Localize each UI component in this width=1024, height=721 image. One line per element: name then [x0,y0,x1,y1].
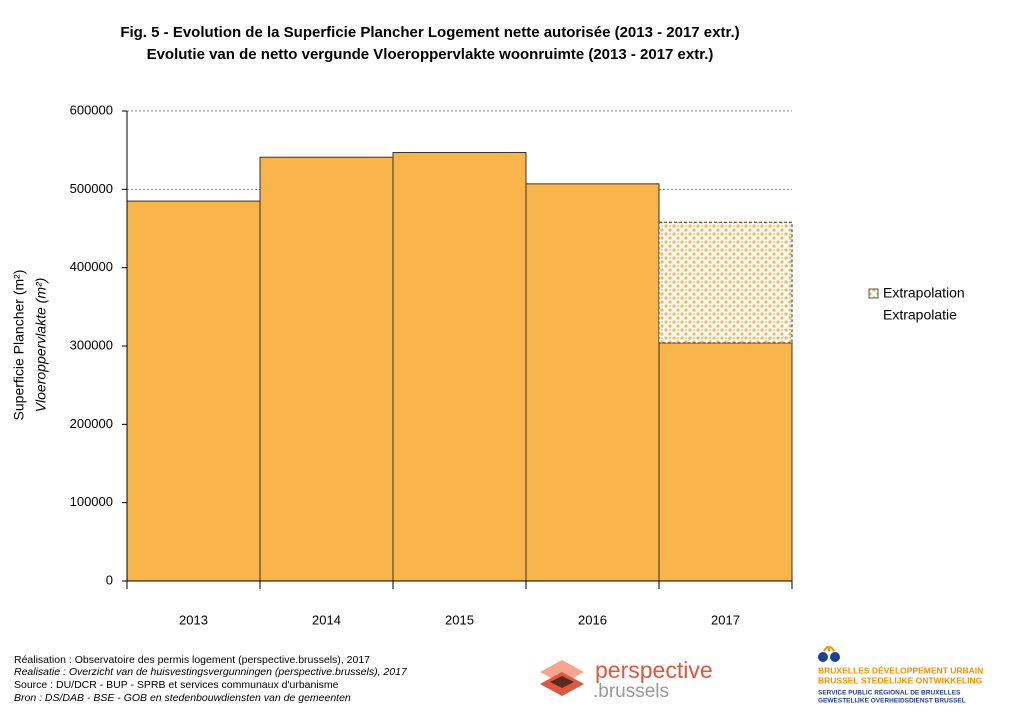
footer-line: Réalisation : Observatoire des permis lo… [14,654,370,666]
y-axis-label: Superficie Plancher (m²) [11,270,27,421]
logo-text: BRUXELLES DÉVELOPPEMENT URBAIN [818,665,983,675]
logo-shape [830,652,840,662]
y-tick-label: 500000 [70,181,113,196]
x-tick-label: 2016 [578,612,607,627]
footer-line: Source : DU/DCR - BUP - SPRB et services… [14,679,339,691]
logo-text: SERVICE PUBLIC RÉGIONAL DE BRUXELLES [818,688,961,697]
bar [658,342,793,582]
y-tick-label: 100000 [70,494,113,509]
logo-text: GEWESTELIJKE OVERHEIDSDIENST BRUSSEL [818,698,966,705]
logo-shape [823,646,835,652]
logo-text: perspective [595,657,713,683]
y-tick-label: 200000 [70,416,113,431]
urban-logo: BRUXELLES DÉVELOPPEMENT URBAIN BRUSSEL S… [818,646,983,705]
bar [392,152,527,582]
logo-text: BRUSSEL STEDELIJKE ONTWIKKELING [818,675,983,685]
y-axis-label: Vloeroppervlakte (m²) [33,278,49,413]
bar [658,221,793,344]
y-tick-label: 600000 [70,102,113,117]
footer-line: Bron : DS/DAB - BSE - GOB en stedenbouwd… [14,692,351,704]
logo-text: .brussels [593,681,669,702]
legend-swatch [868,288,879,299]
x-tick-label: 2014 [312,612,341,627]
chart-title: Fig. 5 - Evolution de la Superficie Plan… [120,24,739,41]
bar [259,156,394,582]
legend-label: Extrapolation [883,285,965,301]
perspective-logo: perspective .brussels [540,657,713,702]
footer-line: Realisatie : Overzicht van de huisvestin… [14,666,408,678]
x-tick-label: 2017 [711,612,740,627]
legend-label: Extrapolatie [883,307,957,323]
bar [126,200,261,582]
bar [525,183,660,582]
x-tick-label: 2013 [179,612,208,627]
y-tick-label: 0 [106,572,113,587]
y-tick-label: 400000 [70,259,113,274]
chart-subtitle: Evolutie van de netto vergunde Vloeroppe… [147,46,714,63]
y-tick-label: 300000 [70,337,113,352]
logo-shape [818,652,828,662]
x-tick-label: 2015 [445,612,474,627]
logo-shape [550,676,574,688]
